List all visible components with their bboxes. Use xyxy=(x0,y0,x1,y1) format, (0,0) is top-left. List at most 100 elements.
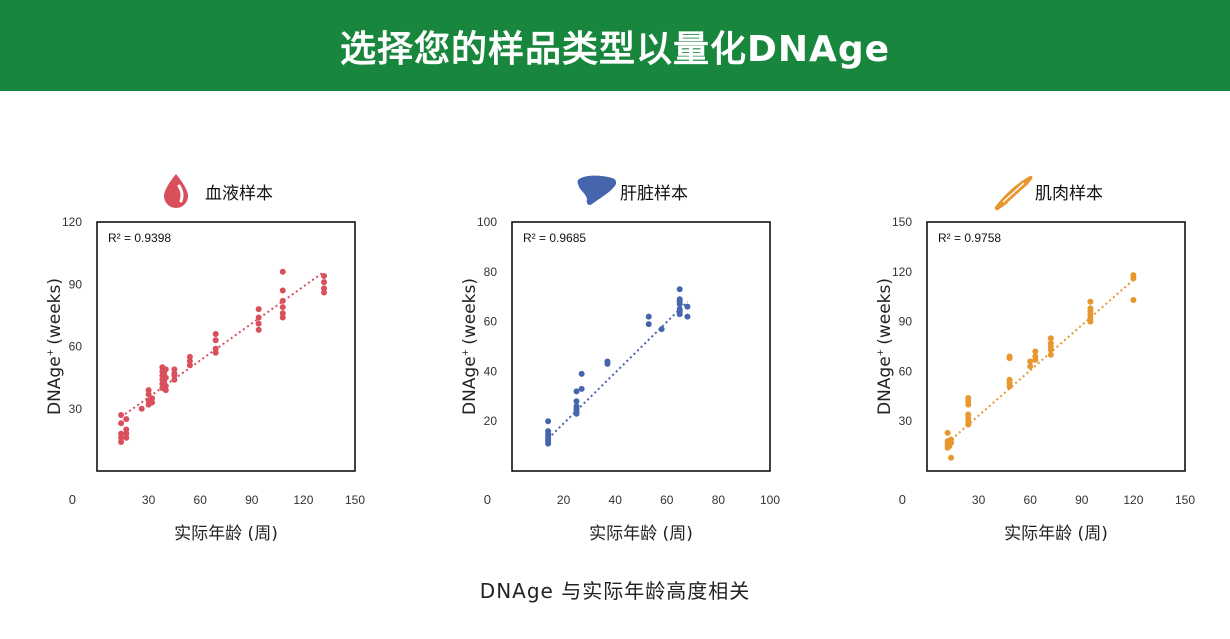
chart-0-data-point xyxy=(279,287,286,294)
chart-1-ytick-label: 20 xyxy=(484,414,498,428)
chart-2-data-point xyxy=(1027,358,1034,365)
chart-0-data-point xyxy=(123,434,130,441)
chart-1-data-point xyxy=(573,410,580,417)
chart-liver-svg: 肝脏样本 R² = 0.9685 20 40 60 80 100 20 40 60 80 100 0 实际… xyxy=(460,175,780,544)
chart-1-r2-label: R² = 0.9685 xyxy=(523,231,586,245)
chart-0-data-point xyxy=(212,331,219,338)
chart-0-data-point xyxy=(171,366,178,373)
chart-2-plot-frame xyxy=(926,221,1186,472)
chart-0-data-point xyxy=(149,395,156,402)
chart-2-title: 肌肉样本 xyxy=(1035,184,1103,204)
chart-0-trendline xyxy=(120,270,325,418)
chart-0-xtick-label: 30 xyxy=(142,493,156,507)
chart-0-origin-label: 0 xyxy=(69,492,76,507)
chart-0-data-point xyxy=(279,304,286,311)
chart-0-data-point xyxy=(321,285,328,292)
chart-2-data-point xyxy=(948,439,955,446)
chart-0-data-point xyxy=(162,366,169,373)
chart-1-data-point xyxy=(604,360,611,367)
chart-muscle: 肌肉样本 R² = 0.9758 30 60 90 120 150 30 60 90 120 150 0… xyxy=(870,160,1210,545)
chart-2-data-point xyxy=(948,454,955,461)
chart-1-data-point xyxy=(684,313,691,320)
chart-0-data-point xyxy=(321,279,328,286)
chart-0-plot-frame xyxy=(96,221,356,472)
chart-0-data-point xyxy=(321,272,328,279)
chart-0-ytick-label: 120 xyxy=(62,215,82,229)
chart-0-data-point xyxy=(123,426,130,433)
chart-1-data-point xyxy=(676,301,683,308)
chart-2-xtick-label: 60 xyxy=(1024,493,1038,507)
chart-0-data-point xyxy=(279,297,286,304)
chart-2-ytick-label: 60 xyxy=(899,364,913,378)
chart-0-ylabel: DNAge+(weeks) xyxy=(45,278,65,415)
chart-0-data-point xyxy=(123,430,130,437)
chart-0-data-point xyxy=(255,320,262,327)
chart-0-data-point xyxy=(162,382,169,389)
chart-1-xtick-label: 20 xyxy=(557,493,571,507)
chart-0-data-point xyxy=(255,306,262,313)
chart-1-data-point xyxy=(573,388,580,395)
chart-1-title: 肝脏样本 xyxy=(620,184,688,204)
chart-2-data-point xyxy=(1087,298,1094,305)
chart-2-data-point xyxy=(1047,351,1054,358)
chart-0-xtick-label: 150 xyxy=(345,493,365,507)
chart-2-xtick-label: 30 xyxy=(972,493,986,507)
chart-0-data-point xyxy=(212,337,219,344)
chart-1-data-point xyxy=(645,313,652,320)
chart-0-data-point xyxy=(145,387,152,394)
chart-0-data-point xyxy=(186,358,193,365)
chart-2-data-point xyxy=(1047,346,1054,353)
chart-1-xlabel: 实际年龄 (周) xyxy=(589,524,693,544)
chart-0-xtick-label: 60 xyxy=(194,493,208,507)
chart-0-data-point xyxy=(255,314,262,321)
chart-1-plot-frame xyxy=(511,221,771,472)
chart-2-data-point xyxy=(965,421,972,428)
chart-2-data-point xyxy=(1027,363,1034,370)
chart-0-data-point xyxy=(171,376,178,383)
chart-2-data-point xyxy=(1006,383,1013,390)
chart-1-ylabel: DNAge+(weeks) xyxy=(460,278,480,415)
chart-0-title: 血液样本 xyxy=(205,184,273,204)
chart-0-data-point xyxy=(118,411,125,418)
chart-2-xtick-label: 150 xyxy=(1175,493,1195,507)
chart-0-data-point xyxy=(321,289,328,296)
chart-2-data-point xyxy=(1087,318,1094,325)
chart-2-ytick-label: 120 xyxy=(892,265,912,279)
chart-0-data-point xyxy=(212,345,219,352)
chart-1-data-point xyxy=(658,326,665,333)
chart-muscle-svg: 肌肉样本 R² = 0.9758 30 60 90 120 150 30 60 90 120 150 0… xyxy=(875,175,1195,544)
chart-2-xtick-label: 120 xyxy=(1123,493,1143,507)
chart-1-xtick-label: 40 xyxy=(609,493,623,507)
chart-2-origin-label: 0 xyxy=(899,492,906,507)
chart-0-data-point xyxy=(118,438,125,445)
chart-0-data-point xyxy=(279,268,286,275)
chart-1-xtick-label: 80 xyxy=(712,493,726,507)
chart-1-data-point xyxy=(545,440,552,447)
chart-0-xtick-label: 90 xyxy=(245,493,259,507)
muscle-icon xyxy=(994,175,1033,211)
chart-0-r2-label: R² = 0.9398 xyxy=(108,231,171,245)
chart-2-data-point xyxy=(1047,335,1054,342)
chart-0-data-point xyxy=(186,362,193,369)
chart-2-data-point xyxy=(1032,356,1039,363)
chart-1-ytick-label: 80 xyxy=(484,265,498,279)
chart-1-data-point xyxy=(545,418,552,425)
chart-0-data-point xyxy=(118,420,125,427)
chart-1-data-point xyxy=(578,385,585,392)
chart-2-trendline xyxy=(946,277,1136,444)
chart-1-data-point xyxy=(676,286,683,293)
header-banner: 选择您的样品类型以量化DNAge xyxy=(0,0,1230,91)
chart-1-ytick-label: 60 xyxy=(484,315,498,329)
chart-0-data-point xyxy=(145,391,152,398)
chart-1-xtick-label: 100 xyxy=(760,493,780,507)
figure-caption: DNAge 与实际年龄高度相关 xyxy=(479,579,751,603)
chart-blood: 血液样本 R² = 0.9398 30 60 90 120 30 60 90 120 150 0 实际年… xyxy=(40,160,380,545)
chart-1-ytick-label: 40 xyxy=(484,364,498,378)
liver-icon xyxy=(577,175,617,206)
chart-0-ytick-label: 90 xyxy=(69,277,83,291)
chart-0-xlabel: 实际年龄 (周) xyxy=(174,524,278,544)
chart-0-data-point xyxy=(118,434,125,441)
chart-2-ytick-label: 150 xyxy=(892,215,912,229)
chart-1-data-point xyxy=(573,398,580,405)
chart-0-data-point xyxy=(118,430,125,437)
